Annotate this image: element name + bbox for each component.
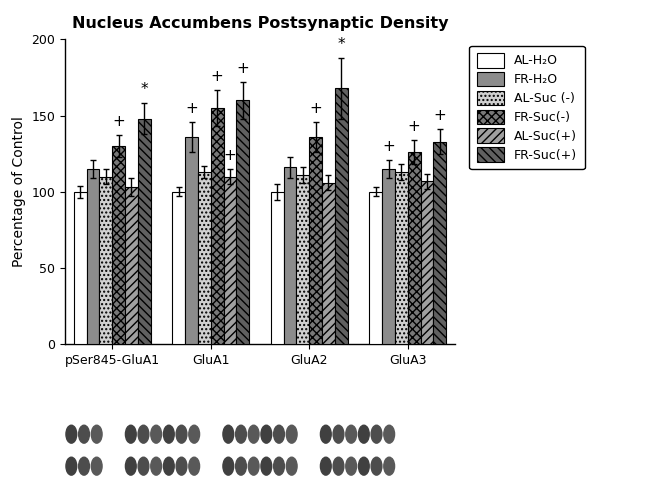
Ellipse shape (91, 425, 102, 443)
Ellipse shape (261, 457, 272, 475)
Bar (408, 152, 421, 344)
Ellipse shape (286, 425, 297, 443)
Bar (125, 187, 138, 344)
Ellipse shape (79, 457, 90, 475)
Text: +: + (237, 61, 249, 76)
Ellipse shape (176, 457, 187, 475)
Bar (421, 181, 434, 344)
Ellipse shape (163, 457, 174, 475)
Ellipse shape (248, 457, 259, 475)
Text: +: + (434, 108, 446, 123)
Ellipse shape (138, 425, 149, 443)
Ellipse shape (320, 457, 332, 475)
Bar (198, 172, 211, 344)
Ellipse shape (223, 425, 234, 443)
Ellipse shape (125, 425, 136, 443)
Bar (434, 142, 446, 344)
Bar (283, 167, 296, 344)
Bar (382, 169, 395, 344)
Ellipse shape (223, 457, 234, 475)
Text: +: + (382, 139, 395, 154)
Text: +: + (112, 114, 125, 129)
Text: +: + (211, 68, 224, 84)
Ellipse shape (371, 425, 382, 443)
Ellipse shape (333, 457, 344, 475)
Ellipse shape (358, 425, 369, 443)
Bar (322, 183, 335, 344)
Ellipse shape (138, 457, 149, 475)
Ellipse shape (151, 457, 162, 475)
Bar (86, 169, 99, 344)
Ellipse shape (176, 425, 187, 443)
Ellipse shape (125, 457, 136, 475)
Ellipse shape (188, 425, 200, 443)
Ellipse shape (235, 457, 246, 475)
Bar (335, 88, 348, 344)
Bar (99, 177, 112, 344)
Y-axis label: Percentage of Control: Percentage of Control (12, 117, 26, 267)
Text: +: + (185, 101, 198, 116)
Ellipse shape (28, 425, 39, 443)
Ellipse shape (384, 425, 395, 443)
Ellipse shape (53, 457, 64, 475)
Ellipse shape (346, 425, 357, 443)
Ellipse shape (188, 457, 200, 475)
Bar (185, 137, 198, 344)
Text: *: * (337, 36, 345, 52)
Ellipse shape (248, 425, 259, 443)
Ellipse shape (261, 425, 272, 443)
Legend: AL-H₂O, FR-H₂O, AL-Suc (-), FR-Suc(-), AL-Suc(+), FR-Suc(+): AL-H₂O, FR-H₂O, AL-Suc (-), FR-Suc(-), A… (469, 46, 585, 169)
Bar (309, 137, 322, 344)
Ellipse shape (274, 457, 285, 475)
Bar (112, 146, 125, 344)
Bar (74, 192, 86, 344)
Title: Nucleus Accumbens Postsynaptic Density: Nucleus Accumbens Postsynaptic Density (72, 16, 448, 31)
Ellipse shape (66, 457, 77, 475)
Ellipse shape (320, 425, 332, 443)
Ellipse shape (53, 425, 64, 443)
Bar (369, 192, 382, 344)
Text: +: + (224, 148, 237, 163)
Ellipse shape (91, 457, 102, 475)
Ellipse shape (66, 425, 77, 443)
Ellipse shape (286, 457, 297, 475)
Ellipse shape (79, 425, 90, 443)
Ellipse shape (384, 457, 395, 475)
Text: +: + (309, 101, 322, 116)
Bar (296, 175, 309, 344)
Bar (138, 119, 151, 344)
Bar (271, 192, 283, 344)
Bar (237, 100, 249, 344)
Bar (224, 177, 237, 344)
Ellipse shape (40, 457, 51, 475)
Ellipse shape (151, 425, 162, 443)
Bar (395, 172, 408, 344)
Ellipse shape (235, 425, 246, 443)
Ellipse shape (333, 425, 344, 443)
Ellipse shape (371, 457, 382, 475)
Ellipse shape (358, 457, 369, 475)
Ellipse shape (40, 425, 51, 443)
Ellipse shape (274, 425, 285, 443)
Bar (211, 108, 224, 344)
Ellipse shape (28, 457, 39, 475)
Ellipse shape (346, 457, 357, 475)
Bar (172, 192, 185, 344)
Ellipse shape (163, 425, 174, 443)
Text: *: * (140, 82, 148, 97)
Text: +: + (408, 119, 421, 134)
